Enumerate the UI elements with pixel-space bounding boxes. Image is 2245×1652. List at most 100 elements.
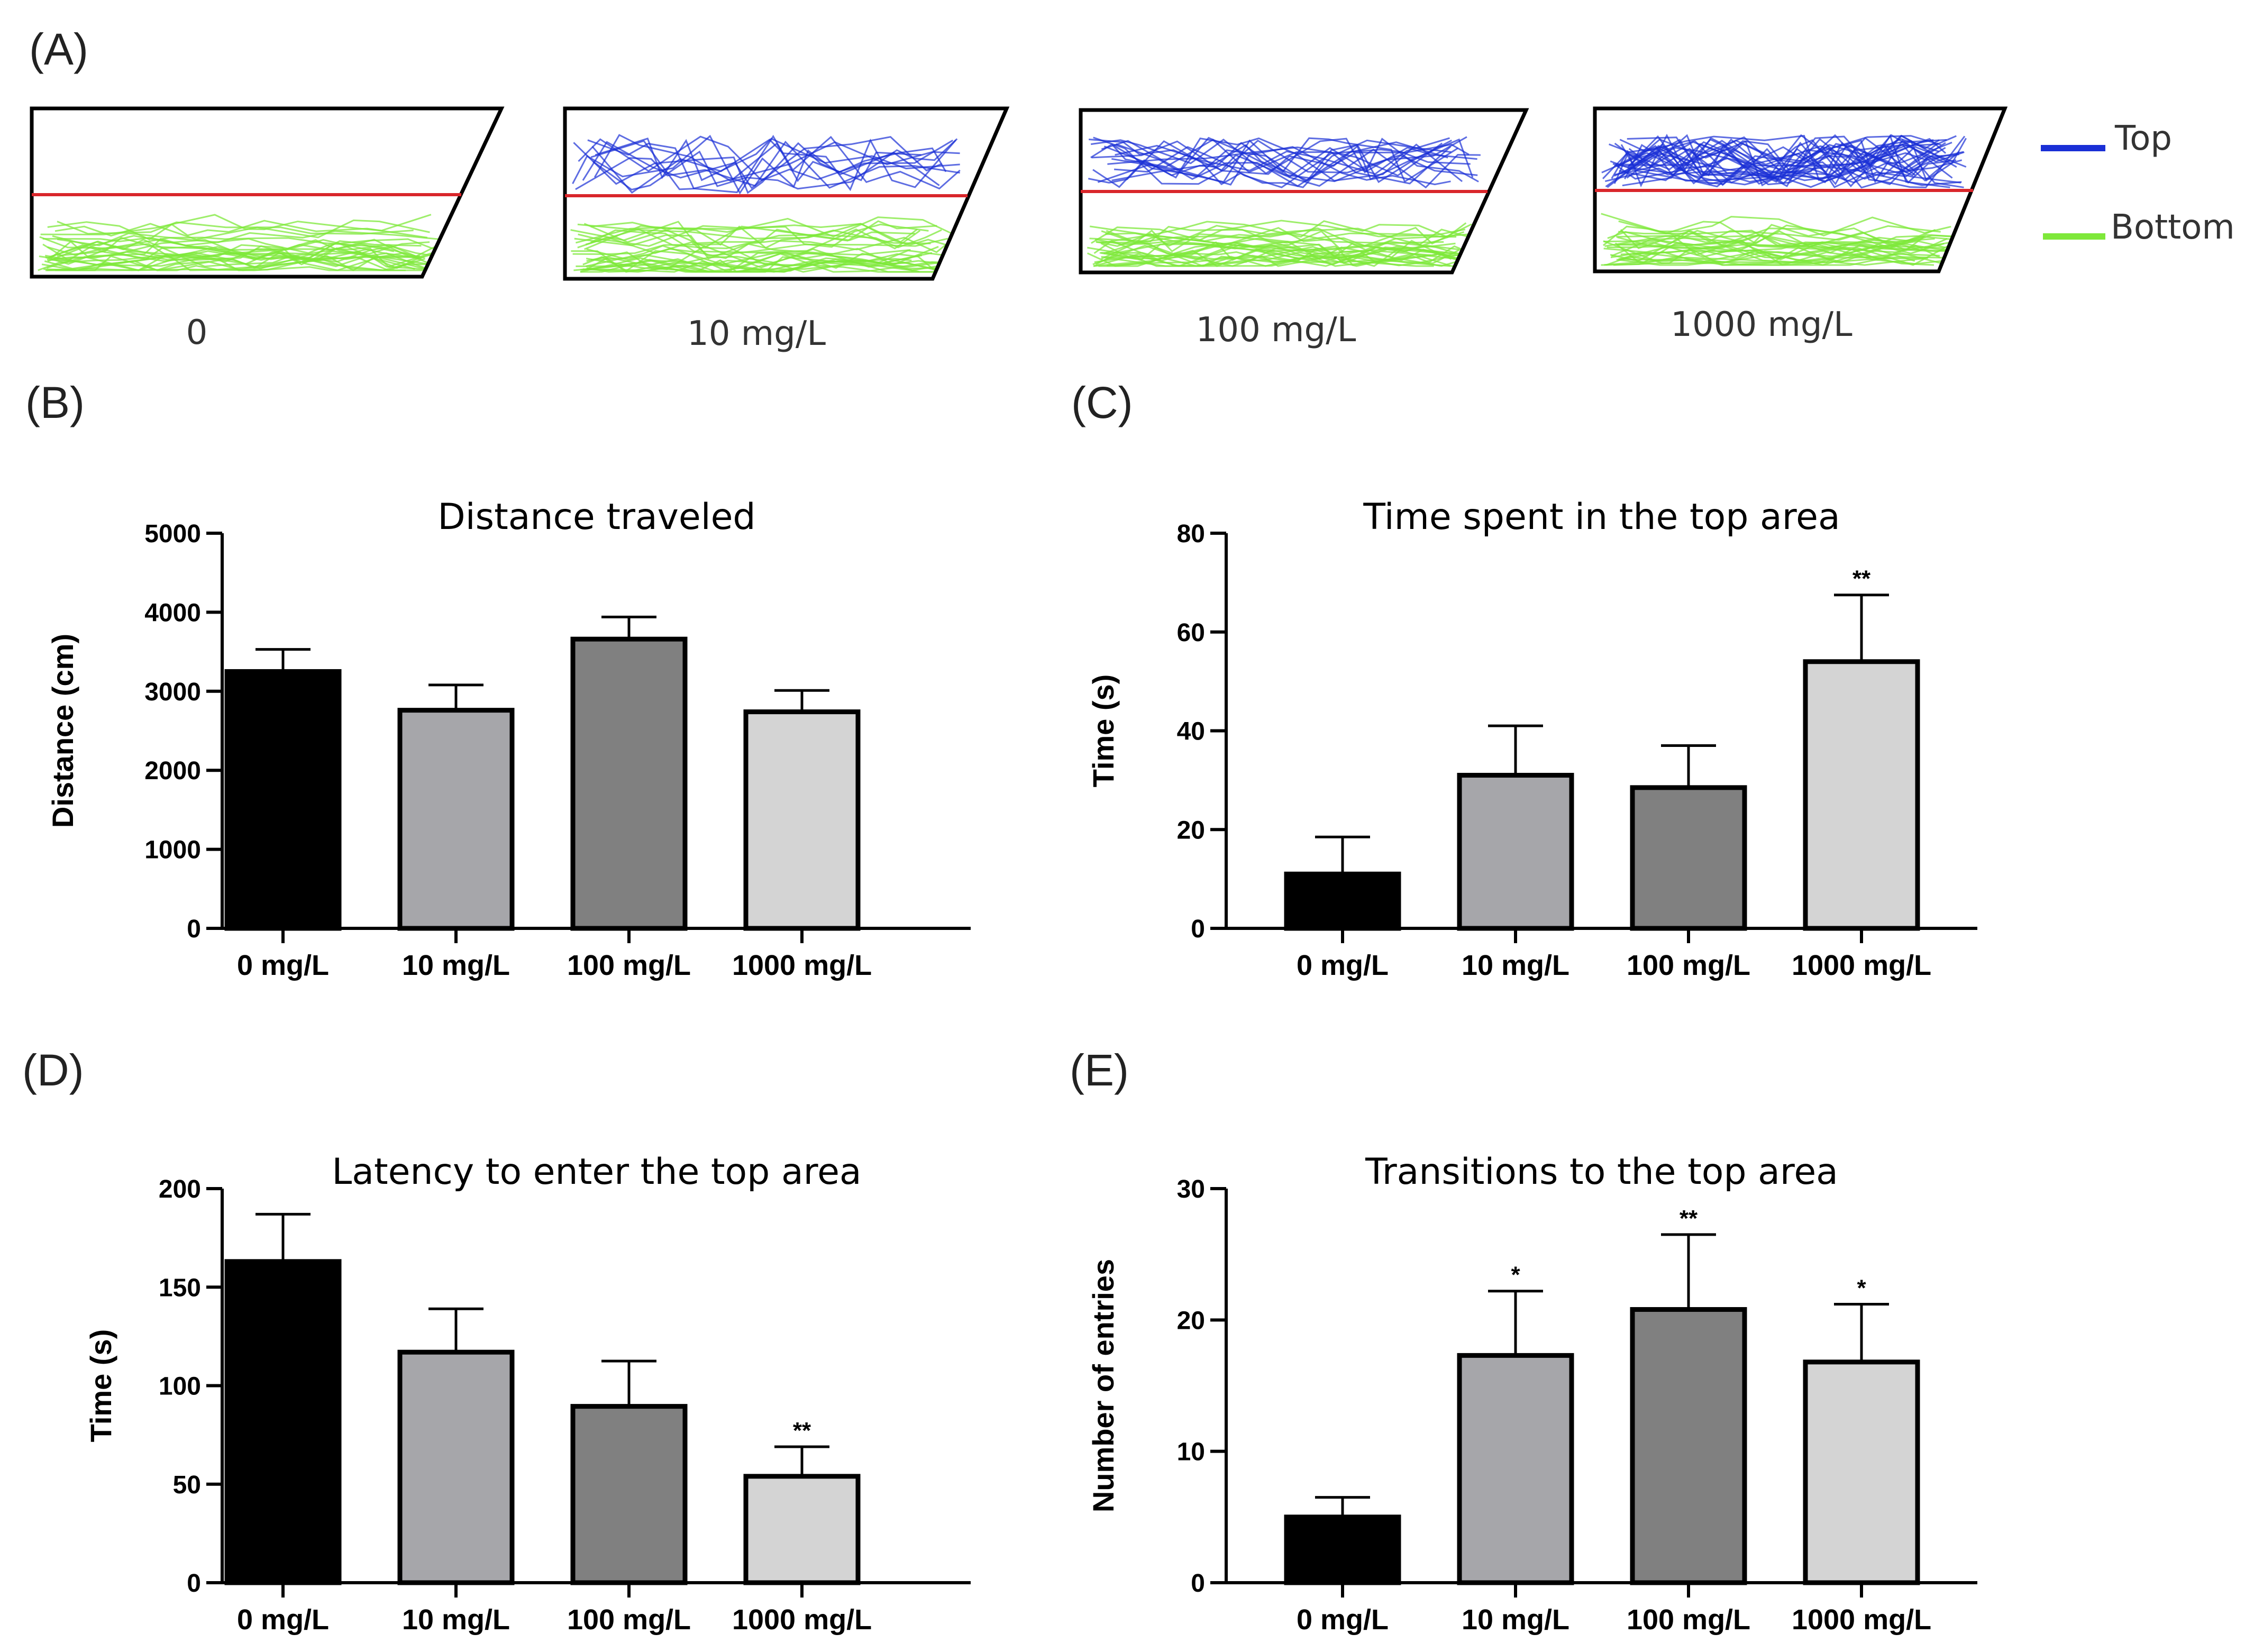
bar xyxy=(1284,1514,1401,1585)
tank-0-outline xyxy=(30,106,505,279)
tank-3-top-track xyxy=(1602,139,1953,185)
tank-3-bottom-track xyxy=(1620,227,1936,250)
y-axis-label: Time (s) xyxy=(84,1329,117,1443)
tank-0-bottom-track xyxy=(54,219,430,241)
x-tick-label: 100 mg/L xyxy=(1627,1604,1750,1636)
tank-2-label: 100 mg/L xyxy=(1196,311,1356,350)
bar xyxy=(743,709,861,931)
x-tick-label: 1000 mg/L xyxy=(732,950,872,981)
tank-3-top-track xyxy=(1620,144,1943,185)
tank-1-bottom-track xyxy=(572,243,950,266)
tank-1-bottom-track xyxy=(590,216,952,238)
tank-2-top-track xyxy=(1091,139,1452,184)
tank-0-tracks xyxy=(38,214,453,271)
bar xyxy=(570,1404,688,1585)
x-tick-label: 0 mg/L xyxy=(237,1604,329,1636)
tank-1-label: 10 mg/L xyxy=(687,314,826,353)
y-tick-label: 40 xyxy=(1177,718,1205,746)
tank-2-bottom-track xyxy=(1103,235,1468,259)
tank-3-bottom-track xyxy=(1618,230,1951,251)
tank-1-top-track xyxy=(590,140,960,190)
tank-1-bottom-track xyxy=(578,223,929,248)
y-tick-label: 20 xyxy=(1177,1307,1205,1335)
bar xyxy=(743,1474,861,1585)
y-tick-label: 200 xyxy=(159,1175,201,1203)
y-tick-label: 10 xyxy=(1177,1438,1205,1466)
bar xyxy=(1803,1359,1920,1585)
tank-0-bottom-track xyxy=(54,245,415,270)
tank-1-top-track xyxy=(575,140,960,190)
y-axis-label: Time (s) xyxy=(1087,674,1120,788)
tank-3-top-track xyxy=(1627,138,1947,182)
x-tick-label: 100 mg/L xyxy=(1627,950,1750,981)
tank-0: 0 xyxy=(30,106,505,352)
y-tick-label: 50 xyxy=(173,1471,201,1499)
tank-0-bottom-track xyxy=(45,255,432,271)
y-tick-label: 0 xyxy=(187,1569,201,1598)
tank-1-bottom-track xyxy=(576,258,941,273)
tank-0-label: 0 xyxy=(186,313,208,352)
tank-0-bottom-track xyxy=(57,221,414,235)
tank-1-top-track xyxy=(592,138,958,191)
y-tick-label: 80 xyxy=(1177,520,1205,548)
y-tick-label: 4000 xyxy=(144,599,201,627)
y-tick-label: 100 xyxy=(159,1373,201,1401)
tank-1-top-track xyxy=(591,138,956,194)
significance-label: * xyxy=(1857,1275,1866,1301)
y-tick-label: 5000 xyxy=(144,520,201,548)
y-tick-label: 2000 xyxy=(144,757,201,785)
x-tick-label: 1000 mg/L xyxy=(1792,950,1931,981)
tank-2-bottom-track xyxy=(1087,244,1477,267)
tank-3-top-track xyxy=(1612,139,1960,188)
y-tick-label: 3000 xyxy=(144,678,201,706)
tank-1-bottom-track xyxy=(570,220,937,244)
chart-transitions-top-area: (E) Transitions to the top area Number of … xyxy=(1070,1045,1977,1636)
chart-title: Distance traveled xyxy=(437,496,755,538)
tank-0-bottom-track xyxy=(47,220,428,241)
tank-3-top-track xyxy=(1627,136,1946,181)
panel-label-e: (E) xyxy=(1070,1045,1129,1095)
significance-label: * xyxy=(1511,1262,1520,1288)
tank-3-label: 1000 mg/L xyxy=(1671,305,1852,344)
y-tick-label: 150 xyxy=(159,1274,201,1302)
x-tick-label: 10 mg/L xyxy=(402,1604,510,1636)
x-tick-label: 0 mg/L xyxy=(1297,1604,1389,1636)
bar xyxy=(1803,659,1920,931)
tank-3-bottom-track xyxy=(1604,234,1948,251)
y-tick-label: 20 xyxy=(1177,816,1205,844)
y-axis-label: Number of entries xyxy=(1087,1259,1120,1512)
tank-1-bottom-track xyxy=(582,253,959,273)
tank-0-bottom-track xyxy=(39,249,434,271)
chart-title: Latency to enter the top area xyxy=(332,1151,861,1193)
significance-label: ** xyxy=(1680,1206,1698,1231)
tank-2-bottom-track xyxy=(1106,246,1472,267)
y-tick-label: 0 xyxy=(1191,1569,1205,1598)
bar xyxy=(224,1259,342,1585)
legend-top-label: Top xyxy=(2114,119,2172,158)
legend-bottom-label: Bottom xyxy=(2111,208,2235,247)
bar xyxy=(1284,871,1401,931)
x-tick-label: 0 mg/L xyxy=(1297,950,1389,981)
panel-a: (A) 0 10 mg/L 100 mg/L xyxy=(29,24,2235,353)
tank-3-outline xyxy=(1593,106,2008,273)
tank-1-tracks xyxy=(570,134,961,273)
tank-3-bottom-track xyxy=(1607,239,1945,258)
tank-1-bottom-track xyxy=(577,223,918,243)
bar xyxy=(570,636,688,931)
bar xyxy=(1630,785,1747,931)
bar xyxy=(397,1349,515,1585)
tank-2-bottom-track xyxy=(1101,230,1464,253)
x-tick-label: 1000 mg/L xyxy=(1792,1604,1931,1636)
tank-2-top-track xyxy=(1092,137,1463,188)
tank-0-bottom-track xyxy=(40,214,432,235)
tank-3-bottom-track xyxy=(1618,241,1945,260)
tank-3-bottom-track xyxy=(1616,234,1935,256)
x-tick-label: 100 mg/L xyxy=(567,1604,691,1636)
tank-2-bottom-track xyxy=(1091,226,1481,251)
bar xyxy=(1457,773,1574,931)
tank-1-bottom-track xyxy=(576,225,915,248)
tank-2-bottom-track xyxy=(1096,225,1477,247)
tank-3-bottom-track xyxy=(1616,253,1934,266)
x-tick-label: 10 mg/L xyxy=(402,950,510,981)
